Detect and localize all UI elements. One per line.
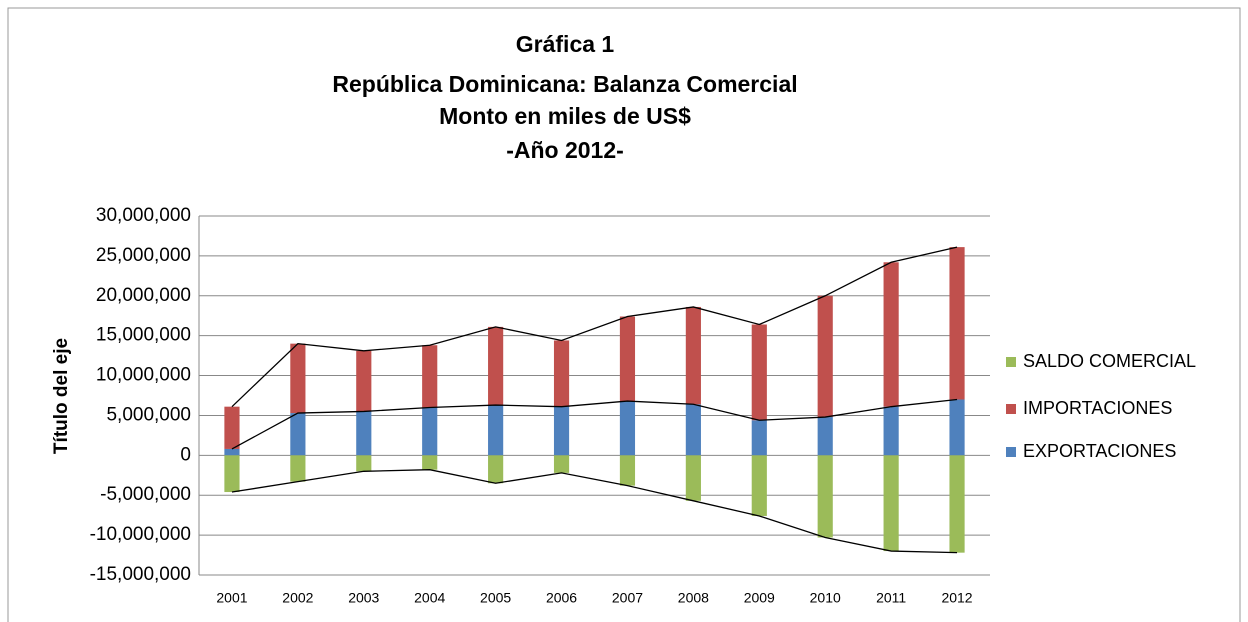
y-tick-label: -5,000,000 <box>100 484 191 505</box>
x-tick-label: 2011 <box>876 590 906 606</box>
trend-line <box>231 246 958 408</box>
bar <box>883 406 899 456</box>
bar <box>553 340 570 407</box>
y-tick-label: 5,000,000 <box>106 404 191 425</box>
bar <box>422 455 438 470</box>
y-axis-title: Título del eje <box>51 338 72 454</box>
trend-line <box>231 398 958 450</box>
bar <box>224 406 240 449</box>
bar <box>883 455 899 552</box>
bar <box>949 247 965 400</box>
legend-label: IMPORTACIONES <box>1023 398 1172 418</box>
bar <box>751 455 767 516</box>
bar <box>488 405 504 456</box>
chart-title: Monto en miles de US$ <box>439 103 691 129</box>
chart-frame <box>7 7 1241 622</box>
bar <box>356 411 372 456</box>
bar <box>290 343 306 414</box>
bar <box>356 455 372 472</box>
bar <box>949 455 965 553</box>
x-tick-label: 2009 <box>744 590 775 606</box>
chart-title: República Dominicana: Balanza Comercial <box>332 71 797 97</box>
legend-label: EXPORTACIONES <box>1023 441 1176 461</box>
bar <box>817 295 833 418</box>
y-tick-label: -15,000,000 <box>90 564 191 585</box>
x-tick-label: 2012 <box>941 590 972 606</box>
y-tick-label: 25,000,000 <box>96 245 191 266</box>
x-tick-label: 2002 <box>282 590 313 606</box>
bar <box>685 404 701 456</box>
bar <box>883 262 899 407</box>
x-tick-label: 2010 <box>810 590 841 606</box>
x-tick-label: 2005 <box>480 590 511 606</box>
bar <box>488 326 504 406</box>
bar <box>751 324 767 421</box>
y-tick-label: 30,000,000 <box>96 205 191 226</box>
x-tick-label: 2003 <box>348 590 379 606</box>
bar <box>751 420 767 456</box>
legend-swatch <box>1006 447 1016 457</box>
y-tick-label: 15,000,000 <box>96 325 191 346</box>
bar <box>488 455 504 484</box>
y-tick-label: 0 <box>180 444 191 465</box>
bar <box>422 407 438 456</box>
x-tick-label: 2001 <box>216 590 247 606</box>
chart-title: Gráfica 1 <box>516 31 615 57</box>
bar <box>553 406 570 456</box>
bar <box>422 345 438 408</box>
bar <box>290 413 306 456</box>
x-tick-label: 2008 <box>678 590 709 606</box>
bar <box>619 455 636 486</box>
bar <box>553 455 570 473</box>
bar <box>685 306 701 405</box>
bar <box>817 417 833 456</box>
legend-swatch <box>1006 404 1016 414</box>
bar <box>224 455 240 493</box>
y-tick-label: 10,000,000 <box>96 365 191 386</box>
bar <box>356 350 372 412</box>
x-tick-label: 2007 <box>612 590 643 606</box>
bar <box>290 455 306 482</box>
y-tick-label: -10,000,000 <box>90 524 191 545</box>
bar <box>949 399 965 456</box>
bar <box>224 448 240 456</box>
legend-label: SALDO COMERCIAL <box>1023 351 1196 371</box>
y-tick-label: 20,000,000 <box>96 285 191 306</box>
x-tick-label: 2004 <box>414 590 445 606</box>
bar <box>619 316 636 402</box>
bar <box>817 455 833 538</box>
trend-line <box>231 469 958 554</box>
x-tick-label: 2006 <box>546 590 577 606</box>
legend-swatch <box>1006 357 1016 367</box>
bar <box>685 455 701 501</box>
bar <box>619 401 636 456</box>
chart-title: -Año 2012- <box>506 137 624 163</box>
